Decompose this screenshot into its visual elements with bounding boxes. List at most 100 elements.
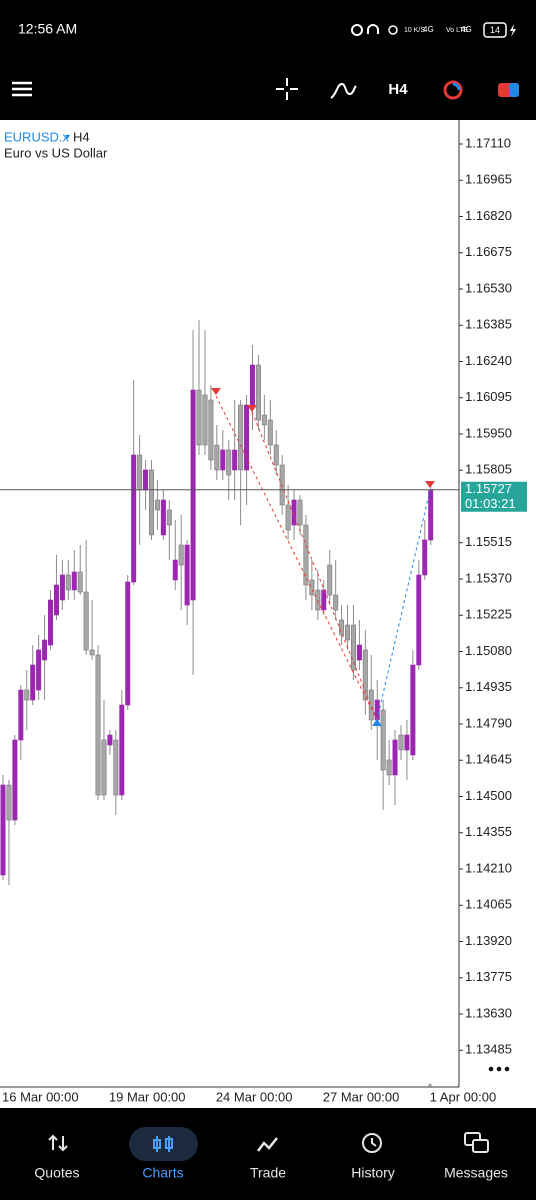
charts-icon-body [153, 1139, 161, 1149]
candle-body [327, 564, 333, 596]
candle-body [42, 639, 48, 661]
sell-arrow [425, 481, 435, 488]
y-tick-label: 1.14210 [465, 860, 512, 875]
candle-body [160, 499, 166, 536]
candle-body [101, 739, 107, 796]
candle-body [410, 664, 416, 756]
candle-body [297, 499, 303, 526]
y-tick-label: 1.15515 [465, 534, 512, 549]
nav-tab[interactable]: Trade [250, 1165, 286, 1181]
alarm-icon [351, 24, 363, 36]
candle-body [196, 389, 202, 446]
nav-tab[interactable]: Quotes [34, 1165, 79, 1181]
candle-body [172, 559, 178, 581]
candle-body [59, 574, 65, 601]
candle-body [333, 594, 339, 611]
candle-body [95, 654, 101, 796]
more-button[interactable] [488, 1066, 510, 1072]
buy-arrow [372, 719, 382, 726]
messages-icon-part [472, 1139, 489, 1153]
active-tab-pill [129, 1127, 198, 1161]
crosshair-icon [276, 78, 298, 100]
candle-body [309, 579, 315, 596]
symbol-description: Euro vs US Dollar [4, 145, 108, 160]
candle-body [386, 759, 392, 776]
trade-button[interactable] [443, 80, 463, 100]
y-tick-label: 1.15805 [465, 462, 512, 477]
candle-body [125, 581, 131, 706]
x-tick-label: 24 Mar 00:00 [216, 1089, 293, 1104]
indicators-button[interactable] [330, 82, 357, 99]
x-tick-label: 1 Apr 00:00 [430, 1089, 497, 1104]
x-tick-label: 16 Mar 00:00 [2, 1089, 79, 1104]
candle-body [214, 444, 220, 471]
candle-body [36, 649, 42, 691]
candle-body [291, 499, 297, 526]
y-tick-label: 1.16965 [465, 172, 512, 187]
trade-line [215, 395, 378, 721]
symbol-dropdown [65, 135, 70, 139]
y-tick-label: 1.14065 [465, 897, 512, 912]
candle-body [0, 784, 6, 876]
indicators-icon [330, 82, 357, 99]
candle-body [24, 689, 30, 701]
candle-body [428, 489, 434, 541]
y-tick-label: 1.13485 [465, 1042, 512, 1057]
candle-body [285, 504, 291, 531]
candle-body [77, 571, 83, 593]
chart-background [0, 120, 536, 1108]
candle-body [131, 454, 137, 583]
candle-body [202, 394, 208, 446]
symbol[interactable]: EURUSD.x [4, 129, 70, 144]
countdown-label: 01:03:21 [465, 496, 516, 511]
candle-body [244, 404, 250, 471]
charts-icon-body [165, 1138, 173, 1149]
candle-body [65, 574, 71, 591]
trade-icon [443, 80, 463, 100]
candle-body [149, 469, 155, 536]
candle-body [12, 739, 18, 821]
y-tick-label: 1.16820 [465, 208, 512, 223]
timeframe-button[interactable]: H4 [388, 81, 408, 98]
status-time: 12:56 AM [18, 21, 77, 37]
nav-tab[interactable]: Messages [444, 1165, 508, 1181]
menu-icon [12, 81, 32, 97]
candle-body [184, 544, 190, 606]
charging-icon [510, 24, 516, 37]
candle-body [89, 649, 95, 656]
history-icon-hand [371, 1138, 377, 1147]
candle-body [53, 584, 59, 616]
y-tick-label: 1.14355 [465, 824, 512, 839]
candle-body [71, 571, 77, 591]
candle-body [137, 454, 143, 491]
y-tick-label: 1.16675 [465, 244, 512, 259]
candle-body [48, 599, 54, 646]
candle-body [398, 734, 404, 751]
toolbar: H4 [12, 78, 519, 100]
hotspot-icon [388, 25, 398, 35]
candle-body [261, 414, 267, 426]
candle-body [107, 734, 113, 746]
nav-tab[interactable]: History [351, 1165, 395, 1181]
y-tick-label: 1.15950 [465, 425, 512, 440]
candle-body [226, 449, 232, 476]
candle-body [362, 649, 368, 701]
oneclick-button[interactable] [498, 83, 519, 97]
menu-button[interactable] [12, 81, 32, 97]
battery [483, 22, 507, 38]
history-icon [362, 1133, 382, 1153]
trade-tab-icon [257, 1137, 278, 1152]
y-tick-label: 1.14935 [465, 679, 512, 694]
y-tick-label: 1.16530 [465, 280, 512, 295]
candle-body [143, 469, 149, 491]
candle-body [416, 574, 422, 666]
y-tick-label: 1.14645 [465, 752, 512, 767]
candle-body [380, 709, 386, 771]
candle-body [30, 664, 36, 701]
nav-tab[interactable]: Charts [142, 1165, 183, 1181]
crosshair-button[interactable] [276, 78, 298, 100]
candle-body [422, 539, 428, 576]
candle-body [392, 739, 398, 776]
